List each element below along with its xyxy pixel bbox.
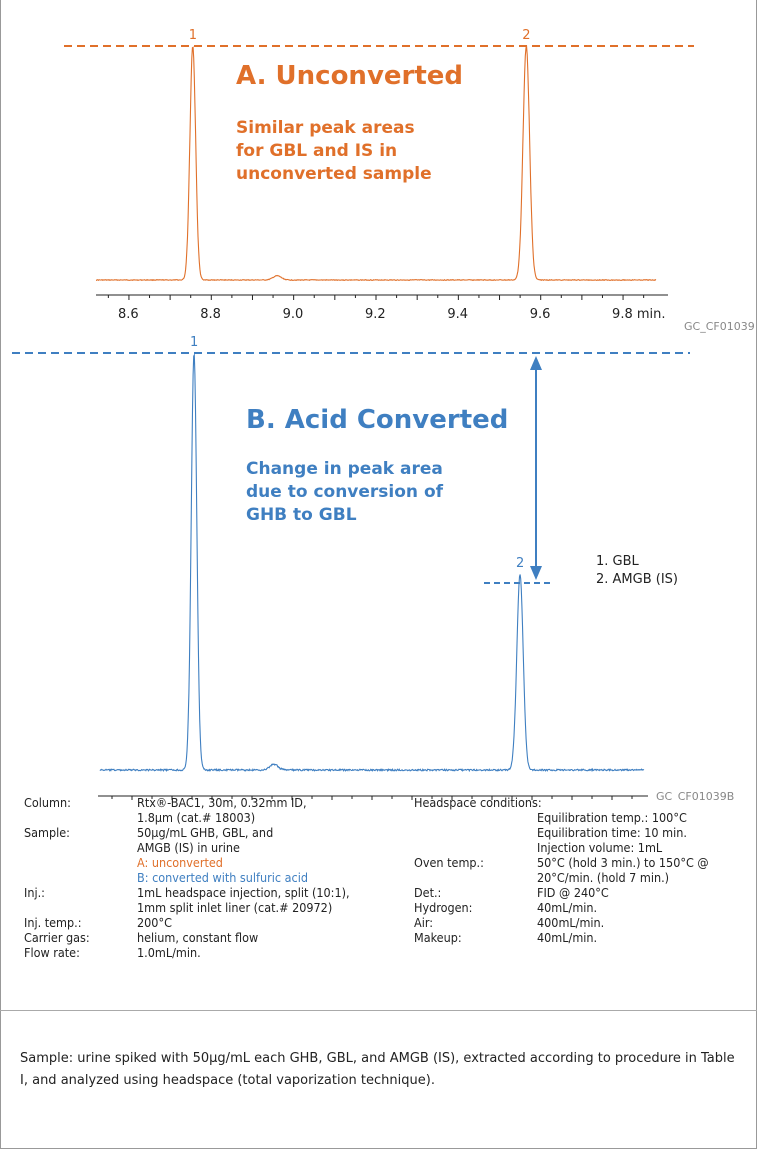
condition-value: FID @ 240°C [537,885,609,900]
condition-label: Makeup: [414,930,462,945]
condition-value: 1.0mL/min. [137,945,201,960]
condition-value: 40mL/min. [537,930,597,945]
panel-a-chromatogram: A. Unconverted Similar peak areas for GB… [64,28,755,333]
condition-value: 200°C [137,915,172,930]
panel-b-note-line-3: GHB to GBL [246,505,357,525]
headspace-heading: Headspace conditions: [414,795,542,810]
panel-a-note-line-2: for GBL and IS in [236,141,397,161]
panel-a-note-line-3: unconverted sample [236,164,432,184]
footnote: Sample: urine spiked with 50µg/mL each G… [20,1048,740,1092]
condition-value: A: unconverted [137,855,223,870]
gc-conditions: Column: Rtx®-BAC1, 30m, 0.32mm ID, 1.8µm (… [24,795,744,975]
panel-b-note-line-2: due to conversion of [246,482,444,502]
condition-value: 1mL headspace injection, split (10:1), [137,885,350,900]
area-change-arrow-down-head [530,566,542,580]
legend-item-gbl: 1. GBL [596,554,640,569]
panel-b-peak-label-2: 2 [516,556,524,571]
headspace-value: Injection volume: 1mL [537,840,662,855]
panel-b-peak-label-1: 1 [190,335,198,350]
condition-value: Rtx®-BAC1, 30m, 0.32mm ID, [137,795,307,810]
panel-a-figure-id: GC_CF01039 [684,320,755,333]
condition-value: 1mm split inlet liner (cat.# 20972) [137,900,332,915]
panel-a-x-tick-label: 9.0 [283,307,304,322]
condition-value: 50°C (hold 3 min.) to 150°C @ [537,855,709,870]
condition-value: 50µg/mL GHB, GBL, and [137,825,273,840]
condition-label: Flow rate: [24,945,80,960]
headspace-value: Equilibration temp.: 100°C [537,810,687,825]
condition-label: Det.: [414,885,441,900]
panel-b-chromatogram: B. Acid Converted Change in peak area du… [12,335,734,800]
area-change-arrow-up-head [530,356,542,370]
panel-a-title: A. Unconverted [236,61,463,91]
condition-label: Sample: [24,825,70,840]
panel-a-peak-label-1: 1 [189,28,197,43]
panel-a-x-tick-label: 9.8 min. [612,307,665,322]
condition-value: AMGB (IS) in urine [137,840,240,855]
condition-label: Air: [414,915,433,930]
panel-b-title: B. Acid Converted [246,405,508,435]
condition-label: Inj.: [24,885,45,900]
condition-label: Oven temp.: [414,855,484,870]
condition-label: Hydrogen: [414,900,472,915]
condition-value: B: converted with sulfuric acid [137,870,308,885]
panel-a-x-tick-label: 8.6 [118,307,139,322]
footnote-divider [0,1010,757,1011]
panel-b-note-line-1: Change in peak area [246,459,443,479]
chromatogram-figure: A. Unconverted Similar peak areas for GB… [0,0,760,800]
condition-value: helium, constant flow [137,930,258,945]
condition-value: 40mL/min. [537,900,597,915]
panel-a-x-tick-label: 9.2 [365,307,386,322]
headspace-value: Equilibration time: 10 min. [537,825,687,840]
condition-label: Inj. temp.: [24,915,82,930]
condition-value: 20°C/min. (hold 7 min.) [537,870,669,885]
legend-item-amgb: 2. AMGB (IS) [596,572,678,587]
condition-label: Column: [24,795,71,810]
panel-a-x-tick-label: 9.6 [530,307,551,322]
panel-a-x-tick-label: 8.8 [200,307,221,322]
panel-a-peak-label-2: 2 [522,28,530,43]
panel-a-note-line-1: Similar peak areas [236,118,415,138]
condition-label: Carrier gas: [24,930,90,945]
condition-value: 1.8µm (cat.# 18003) [137,810,255,825]
panel-a-x-tick-label: 9.4 [447,307,468,322]
condition-value: 400mL/min. [537,915,604,930]
